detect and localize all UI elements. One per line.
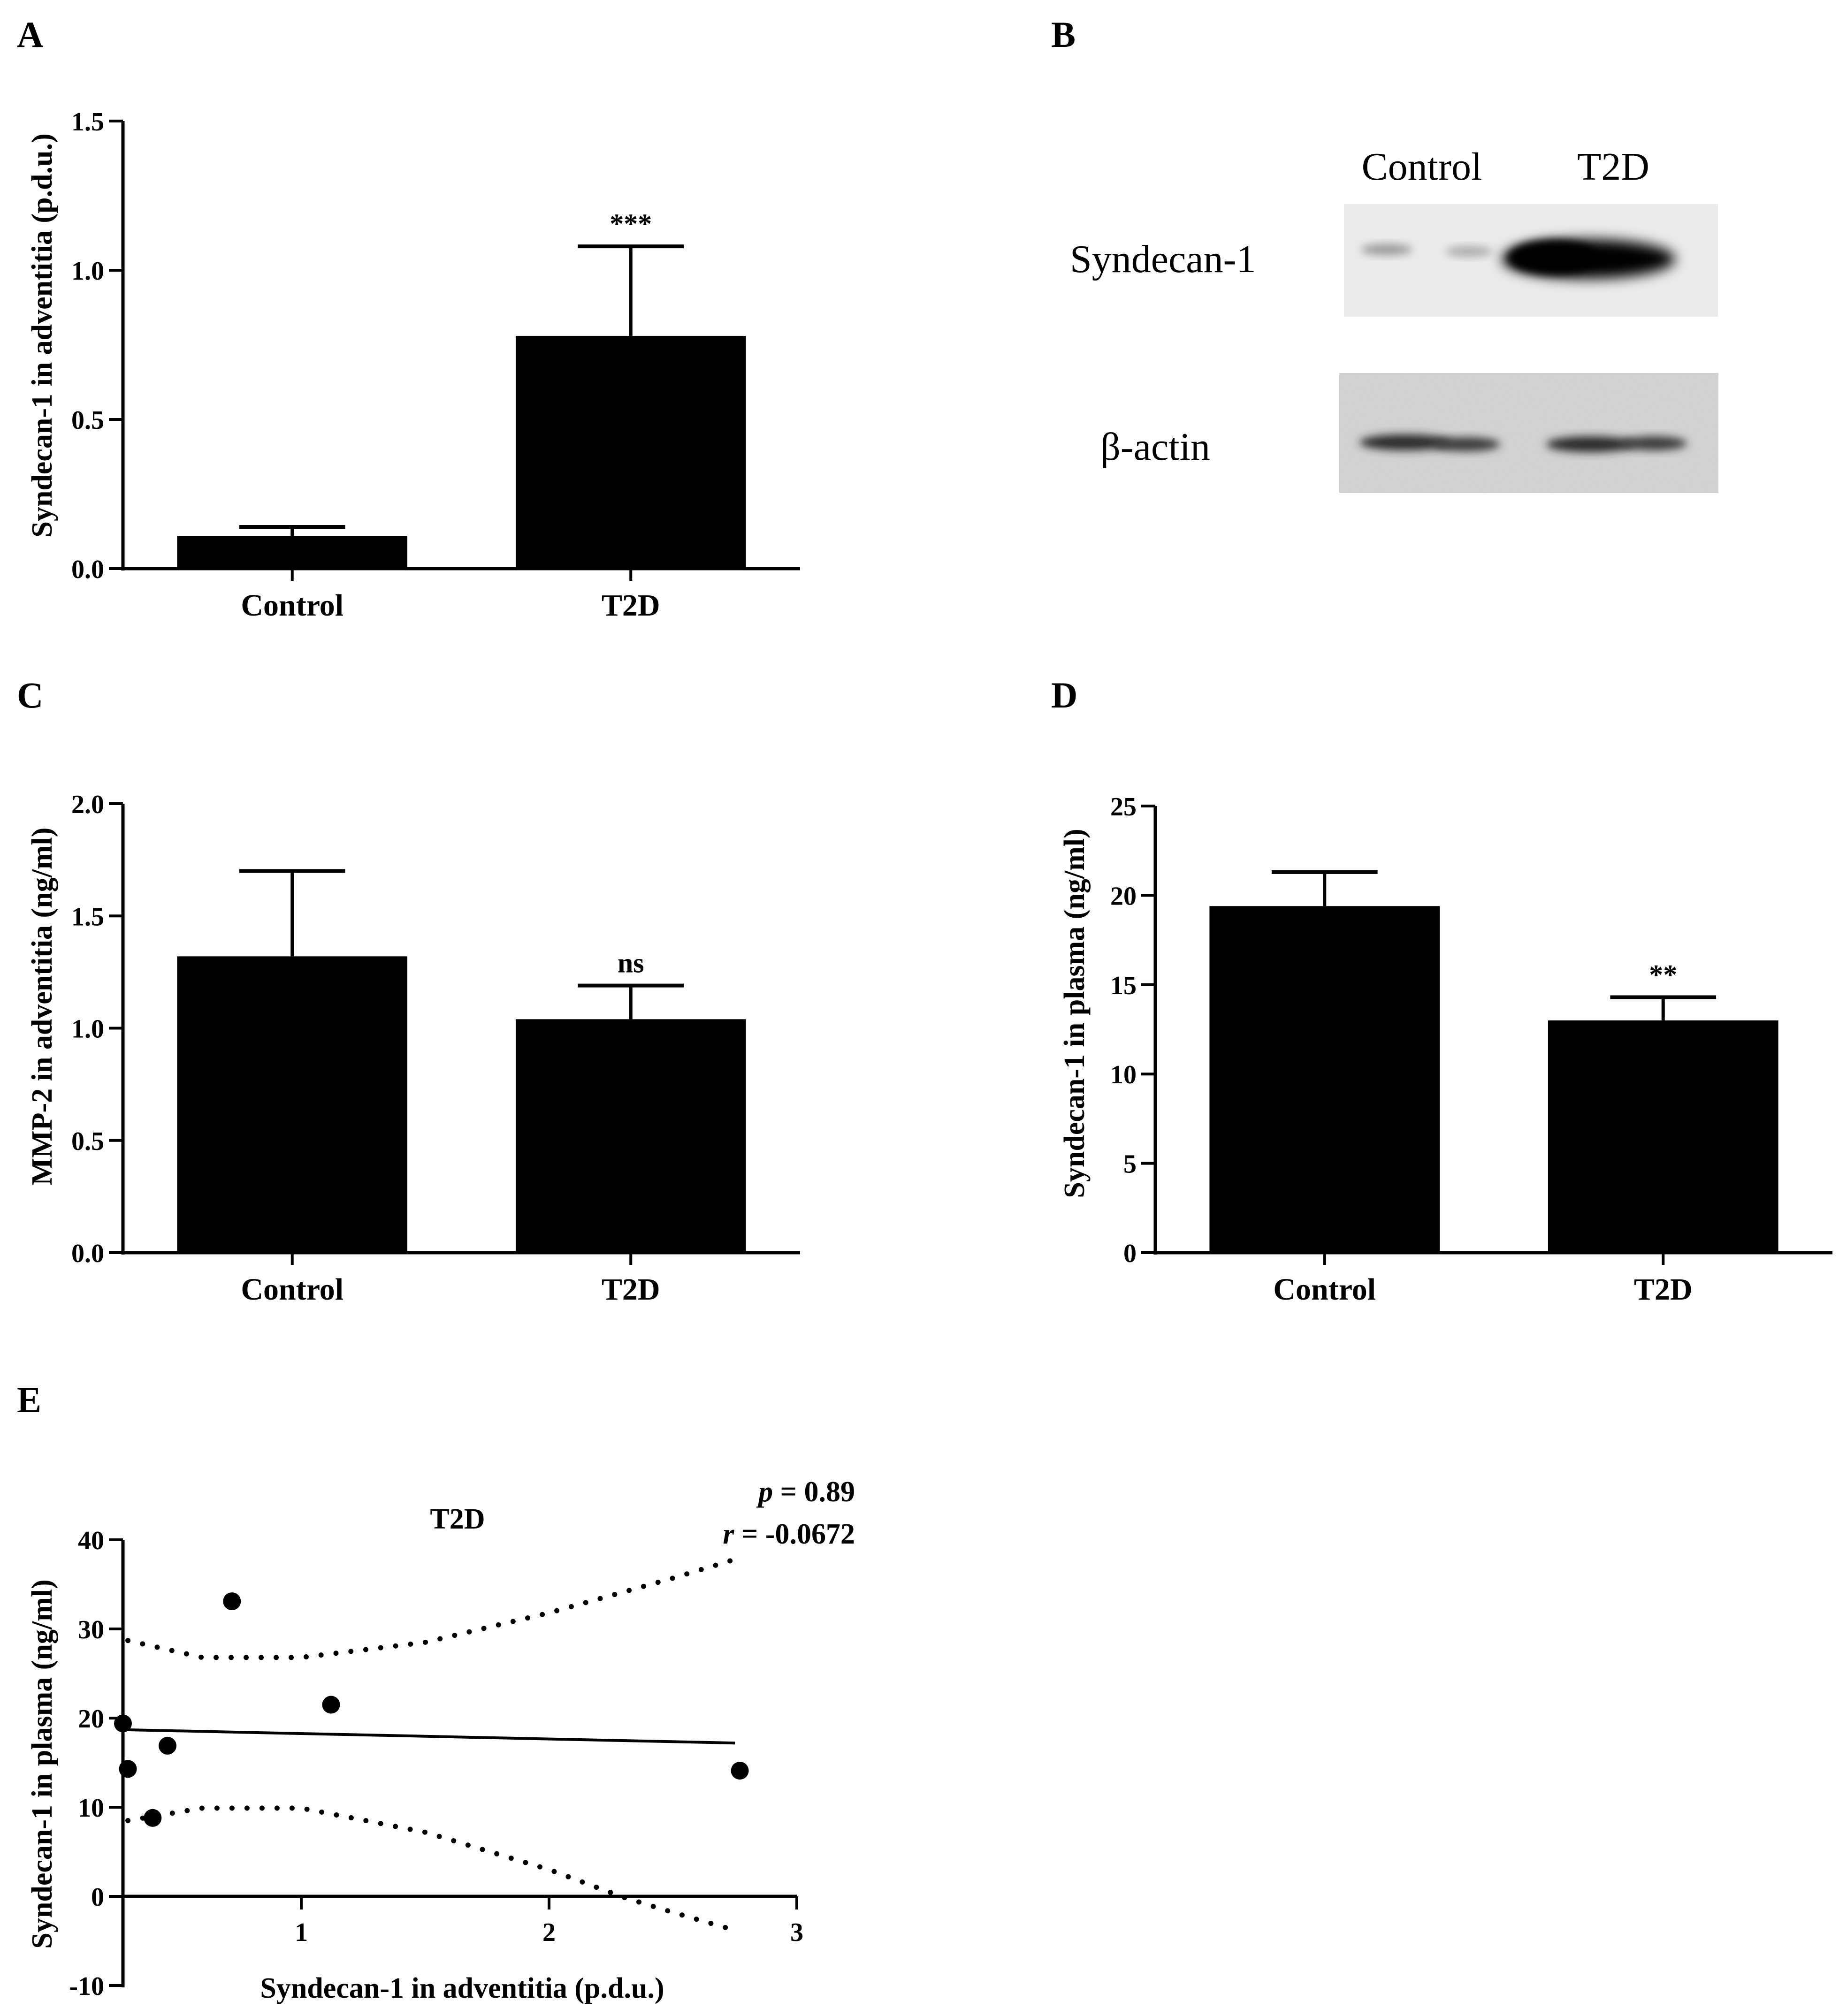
panel-e-data-point xyxy=(114,1714,132,1733)
panel-e-x-tick-label: 3 xyxy=(790,1918,803,1947)
panel-c-bar-control xyxy=(177,956,408,1253)
panel-c-bar-chart: C MMP-2 in adventitia (ng/ml) 0.0 0.5 1.0 1… xyxy=(17,675,800,1307)
panel-e-confidence-band-lower xyxy=(125,1805,738,1933)
panel-a-y-tick-label: 1.5 xyxy=(71,107,104,137)
blot-lane-label-t2d: T2D xyxy=(1577,145,1649,189)
panel-e-data-point xyxy=(322,1696,340,1714)
panel-e-x-tick-label: 2 xyxy=(542,1918,556,1947)
panel-e-x-axis-label: Syndecan-1 in adventitia (p.d.u.) xyxy=(260,1972,664,2004)
panel-c-y-tick-label: 0.0 xyxy=(71,1239,104,1268)
panel-e-letter: E xyxy=(17,1379,41,1420)
panel-e-y-tick-label: 20 xyxy=(78,1704,104,1734)
panel-e-y-axis-label: Syndecan-1 in plasma (ng/ml) xyxy=(26,1579,58,1948)
panel-d-letter: D xyxy=(1051,675,1077,715)
panel-e-confidence-band-upper xyxy=(125,1557,738,1660)
panel-d-bar-control xyxy=(1209,906,1440,1253)
panel-e-r-value: r = -0.0672 xyxy=(723,1518,855,1550)
blot-strip-beta-actin xyxy=(1339,373,1718,493)
panel-c-y-axis-label: MMP-2 in adventitia (ng/ml) xyxy=(26,828,58,1186)
panel-e-y-tick-label: 30 xyxy=(78,1615,104,1644)
panel-d-y-tick-label: 25 xyxy=(1110,792,1137,822)
band-syndecan-control-1 xyxy=(1361,244,1412,255)
band-actin-control-2 xyxy=(1433,437,1500,451)
panel-b-western-blot: B Control T2D Syndecan-1 β-actin xyxy=(1051,14,1718,493)
panel-a-category-label: T2D xyxy=(602,588,660,623)
panel-e-title: T2D xyxy=(430,1503,485,1535)
blot-row-label-beta-actin: β-actin xyxy=(1100,425,1210,469)
panel-a-bar-t2d xyxy=(515,335,746,569)
panel-d-y-tick-label: 15 xyxy=(1110,971,1137,1000)
panel-d-category-label: T2D xyxy=(1634,1272,1693,1307)
panel-b-letter: B xyxy=(1051,14,1076,55)
panel-c-y-tick-label: 1.5 xyxy=(71,902,104,931)
panel-e-regression-line xyxy=(122,1728,735,1745)
panel-d-significance: ** xyxy=(1649,959,1677,990)
panel-d-bar-t2d xyxy=(1548,1020,1778,1253)
panel-c-letter: C xyxy=(17,675,43,715)
panel-a-y-tick-label: 0.5 xyxy=(71,406,104,435)
panel-c-significance: ns xyxy=(618,948,644,979)
panel-d-y-tick-label: 20 xyxy=(1110,882,1137,911)
panel-e-data-point xyxy=(731,1762,749,1780)
panel-d-y-tick-label: 0 xyxy=(1123,1239,1137,1268)
panel-a-significance: *** xyxy=(610,208,652,239)
panel-e-data-point xyxy=(223,1592,241,1611)
panel-e-data-point xyxy=(119,1760,137,1778)
panel-c-category-label: Control xyxy=(241,1272,343,1307)
panel-d-category-label: Control xyxy=(1273,1272,1376,1307)
band-actin-t2d-1 xyxy=(1546,436,1635,452)
panel-e-y-tick-label: -10 xyxy=(69,1972,104,2001)
blot-lane-label-control: Control xyxy=(1362,145,1482,189)
panel-d-y-tick-label: 10 xyxy=(1110,1060,1137,1089)
panel-e-x-tick-label: 1 xyxy=(295,1918,308,1947)
panel-a-y-axis-label: Syndecan-1 in adventitia (p.d.u.) xyxy=(26,133,58,537)
band-actin-control-1 xyxy=(1359,434,1451,450)
panel-d-y-axis-label: Syndecan-1 in plasma (ng/ml) xyxy=(1059,829,1091,1198)
blot-strip-syndecan-1 xyxy=(1344,204,1718,317)
panel-a-bar-chart: A Syndecan-1 in adventitia (p.d.u.) 0.0 0… xyxy=(17,14,800,623)
panel-a-y-tick-label: 1.0 xyxy=(71,257,104,286)
panel-d-y-tick-label: 5 xyxy=(1123,1150,1137,1179)
panel-a-y-tick-label: 0.0 xyxy=(71,555,104,584)
panel-e-y-tick-label: 10 xyxy=(78,1794,104,1823)
panel-c-y-tick-label: 0.5 xyxy=(71,1127,104,1156)
panel-c-bar-t2d xyxy=(515,1019,746,1253)
panel-e-p-value: p = 0.89 xyxy=(756,1476,855,1508)
panel-e-y-tick-label: 40 xyxy=(78,1526,104,1555)
panel-c-y-tick-label: 2.0 xyxy=(71,790,104,819)
panel-a-letter: A xyxy=(17,14,43,55)
panel-e-data-point xyxy=(144,1809,162,1827)
panel-c-y-tick-label: 1.0 xyxy=(71,1015,104,1044)
blot-row-label-syndecan-1: Syndecan-1 xyxy=(1070,237,1256,281)
panel-c-category-label: T2D xyxy=(602,1272,660,1307)
panel-a-bar-control xyxy=(177,536,408,569)
band-actin-t2d-2 xyxy=(1621,436,1687,450)
panel-a-category-label: Control xyxy=(241,588,343,623)
panel-e-data-point xyxy=(159,1736,177,1755)
panel-e-scatter-plot: E T2D p = 0.89 r = -0.0672 Syndecan-1 in… xyxy=(17,1379,855,2004)
panel-e-y-tick-label: 0 xyxy=(91,1883,104,1912)
panel-d-bar-chart: D Syndecan-1 in plasma (ng/ml) 0 5 10 15 20 2… xyxy=(1051,675,1832,1307)
band-syndecan-control-2 xyxy=(1445,246,1492,257)
